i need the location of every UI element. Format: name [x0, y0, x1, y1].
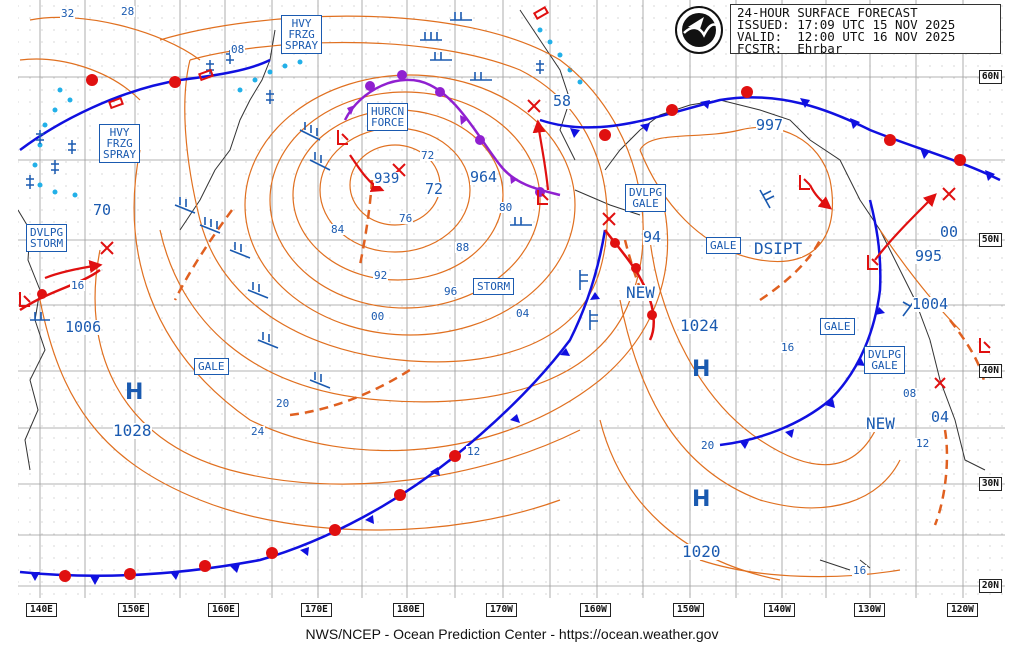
ice-edge — [32, 27, 583, 198]
hvy-frzg-spray-box: HVY FRZG SPRAY — [99, 124, 141, 163]
isobar-label: 12 — [915, 437, 931, 450]
isobar-label: 16 — [780, 341, 796, 354]
low-pressure-94: 94 — [643, 228, 662, 246]
new-low-label: NEW — [866, 414, 895, 433]
longitude-label: 130W — [854, 603, 885, 617]
latitude-label: 20N — [978, 579, 1002, 593]
isobar-label: 88 — [455, 241, 471, 254]
isobar-label: 04 — [515, 307, 531, 320]
latitude-label: 40N — [978, 364, 1002, 378]
isobar-label: 12 — [466, 445, 482, 458]
low-pressure-1004: 1004 — [912, 295, 949, 313]
warm-cold-front-north — [539, 86, 1001, 182]
isobar-label: 20 — [275, 397, 291, 410]
storm-warning-box: STORM — [473, 278, 515, 295]
isobar-label: 32 — [60, 7, 76, 20]
header-forecaster: FCSTR: Ehrbar — [737, 41, 843, 56]
latitude-label: 30N — [978, 477, 1002, 491]
hurricane-force-box: HURCN FORCE — [367, 103, 409, 131]
isobar-label: 28 — [120, 5, 136, 18]
developing-gale-box: DVLPG GALE — [625, 184, 667, 212]
low-pressure-70: 70 — [93, 201, 112, 219]
longitude-label: 150E — [118, 603, 149, 617]
high-pressure-1020: 1020 — [682, 542, 721, 561]
header-title: 24-HOUR SURFACE FORECAST — [737, 5, 918, 20]
low-centers — [19, 99, 991, 389]
high-pressure-1028: 1028 — [113, 421, 152, 440]
isobar-label: 80 — [498, 201, 514, 214]
high-center-symbol: H — [692, 357, 711, 382]
isobar-label: 92 — [373, 269, 389, 282]
warm-front-west — [19, 58, 271, 312]
gale-warning-box: GALE — [706, 237, 741, 254]
longitude-label: 170W — [486, 603, 517, 617]
header-valid: VALID: 12:00 UTC 16 NOV 2025 — [737, 29, 956, 44]
low-pressure-04: 04 — [931, 408, 950, 426]
isobar-label: 96 — [443, 285, 459, 298]
isobar-label: 08 — [902, 387, 918, 400]
freezing-spray-symbols — [26, 50, 544, 189]
low-pressure-939: 939 — [374, 171, 400, 187]
high-center-symbol: H — [692, 487, 711, 512]
longitude-label: 180E — [393, 603, 424, 617]
low-pressure-1006: 1006 — [65, 318, 102, 336]
low-pressure-997: 997 — [756, 116, 784, 134]
low-pressure-58: 58 — [553, 92, 572, 110]
isobar-label: 16 — [70, 279, 86, 292]
isobar-label: 16 — [852, 564, 868, 577]
low-pressure-964: 964 — [470, 168, 498, 186]
isobar-label: 08 — [230, 43, 246, 56]
low-pressure-00: 00 — [940, 223, 959, 241]
longitude-label: 160E — [208, 603, 239, 617]
lat-lon-grid — [18, 0, 1005, 598]
cold-front-main — [19, 229, 607, 585]
low-pressure-72: 72 — [425, 180, 444, 198]
noaa-logo-icon — [675, 6, 723, 54]
isobar-label: 84 — [330, 223, 346, 236]
ice-accretion-boxes — [108, 6, 550, 110]
high-pressure-1024: 1024 — [680, 316, 719, 335]
latitude-label: 60N — [978, 70, 1002, 84]
high-center-symbol: H — [125, 380, 144, 405]
longitude-label: 160W — [580, 603, 611, 617]
latitude-label: 50N — [978, 233, 1002, 247]
cold-front-east — [719, 199, 885, 449]
isobar-label: 20 — [700, 439, 716, 452]
footer-credit: NWS/NCEP - Ocean Prediction Center - htt… — [305, 626, 719, 642]
hvy-frzg-spray-box: HVY FRZG SPRAY — [281, 15, 323, 54]
forecast-header: 24-HOUR SURFACE FORECAST ISSUED: 17:09 U… — [730, 4, 1001, 56]
longitude-label: 150W — [673, 603, 704, 617]
gale-warning-box: GALE — [820, 318, 855, 335]
header-issued: ISSUED: 17:09 UTC 15 NOV 2025 — [737, 17, 956, 32]
isobar-label: 72 — [420, 149, 436, 162]
developing-gale-box: DVLPG GALE — [864, 346, 906, 374]
dissipating-label: DSIPT — [754, 239, 803, 258]
longitude-label: 120W — [947, 603, 978, 617]
weather-map — [18, 0, 1005, 598]
isobar-label: 00 — [370, 310, 386, 323]
longitude-label: 170E — [301, 603, 332, 617]
longitude-label: 140W — [764, 603, 795, 617]
gale-warning-box: GALE — [194, 358, 229, 375]
new-low-label: NEW — [626, 283, 655, 302]
isobar-label: 24 — [250, 425, 266, 438]
wind-barbs — [30, 12, 916, 389]
dotted-background — [18, 0, 1005, 598]
developing-storm-box: DVLPG STORM — [26, 224, 68, 252]
longitude-label: 140E — [26, 603, 57, 617]
isobar-label: 76 — [398, 212, 414, 225]
storm-motion-arrows — [44, 119, 937, 280]
low-pressure-995: 995 — [915, 247, 943, 265]
